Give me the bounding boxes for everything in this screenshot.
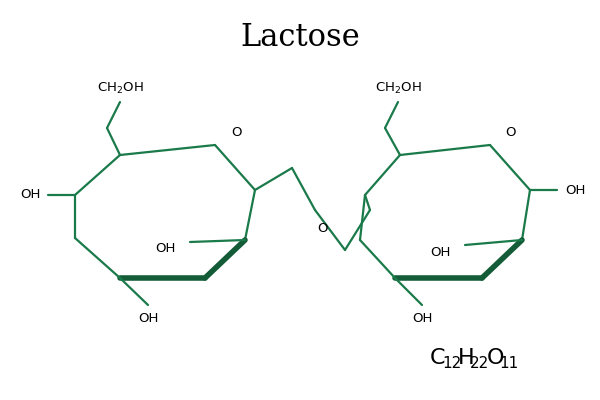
Text: O: O <box>317 222 327 234</box>
Text: CH$_2$OH: CH$_2$OH <box>374 80 421 96</box>
Text: OH: OH <box>412 312 432 324</box>
Text: OH: OH <box>155 242 175 254</box>
Text: Lactose: Lactose <box>240 22 360 54</box>
Text: H: H <box>458 348 475 368</box>
Text: O: O <box>487 348 505 368</box>
Text: OH: OH <box>565 184 585 196</box>
Text: OH: OH <box>430 246 450 258</box>
Text: 22: 22 <box>470 356 489 370</box>
Text: CH$_2$OH: CH$_2$OH <box>97 80 143 96</box>
Text: 11: 11 <box>499 356 518 370</box>
Text: OH: OH <box>20 188 40 202</box>
Text: OH: OH <box>138 312 158 324</box>
Text: O: O <box>232 126 242 140</box>
Text: O: O <box>505 126 515 140</box>
Text: 12: 12 <box>442 356 461 370</box>
Text: C: C <box>430 348 445 368</box>
